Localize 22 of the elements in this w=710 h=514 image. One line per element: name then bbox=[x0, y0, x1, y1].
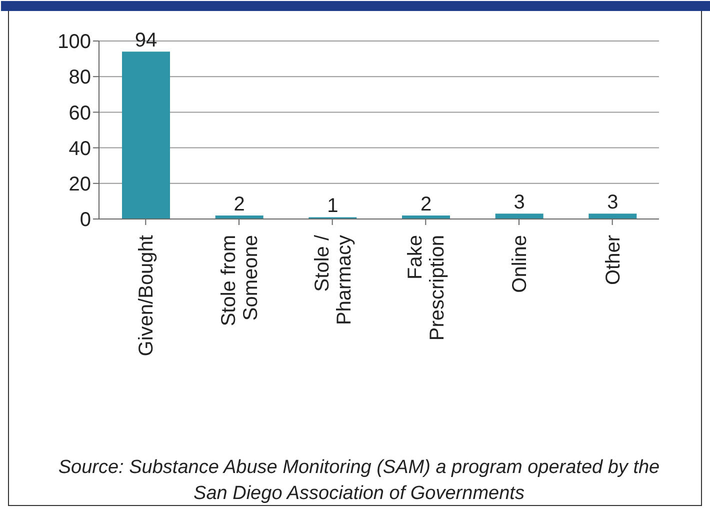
bar bbox=[122, 52, 170, 219]
y-tick-label: 20 bbox=[68, 174, 91, 196]
y-tick-label: 100 bbox=[58, 31, 91, 54]
data-label: 3 bbox=[514, 192, 525, 214]
data-label: 2 bbox=[420, 193, 432, 216]
source-note: Source: Substance Abuse Monitoring (SAM) a program operated by the San Diego Association of Governments bbox=[57, 456, 661, 506]
y-tick-label: 40 bbox=[68, 138, 91, 160]
y-tick-label: 80 bbox=[68, 66, 91, 89]
y-tick-label: 60 bbox=[68, 102, 91, 124]
bar bbox=[495, 214, 544, 219]
x-tick-label: Given/Bought bbox=[136, 234, 158, 356]
x-tick-label: Stole from Someone bbox=[218, 235, 262, 326]
x-tick-label: Online bbox=[509, 235, 531, 293]
bar bbox=[588, 214, 637, 219]
data-label: 3 bbox=[607, 192, 618, 214]
data-label: 94 bbox=[134, 30, 158, 52]
x-tick-label: Fake Prescription bbox=[404, 235, 449, 341]
x-tick-label: Other bbox=[602, 234, 624, 286]
data-label: 2 bbox=[234, 193, 245, 216]
y-tick-label: 0 bbox=[80, 209, 91, 232]
data-label: 1 bbox=[327, 195, 338, 218]
x-tick-label: Stole / Pharmacy bbox=[311, 234, 356, 326]
